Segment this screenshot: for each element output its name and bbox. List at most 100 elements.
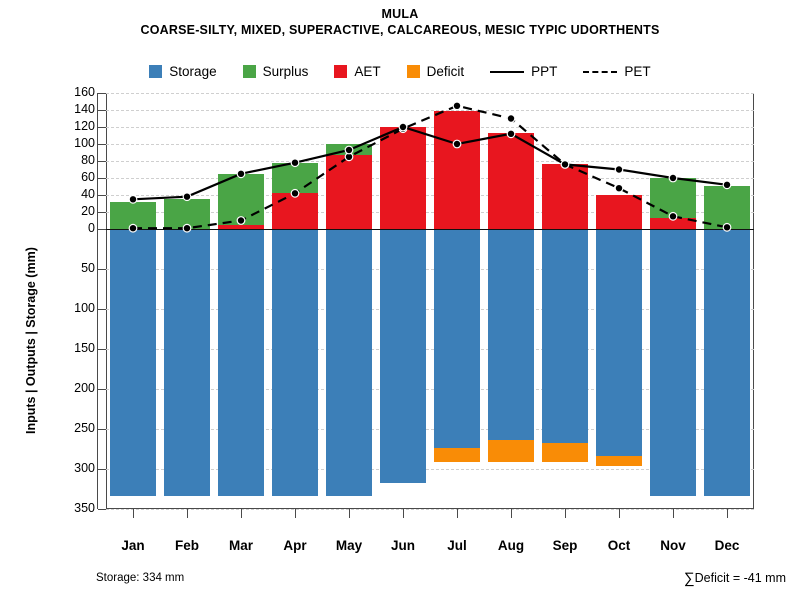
x-tick xyxy=(619,509,620,518)
x-tick-label-may: May xyxy=(335,538,363,553)
bar-upper-may[interactable] xyxy=(325,93,373,229)
x-tick-label-mar: Mar xyxy=(228,538,254,553)
y-tick-label: 20 xyxy=(81,204,95,218)
bar-upper-aug[interactable] xyxy=(487,93,535,229)
y-tick-label: 50 xyxy=(81,261,95,275)
gridline xyxy=(106,429,754,430)
bar-upper-mar[interactable] xyxy=(217,93,265,229)
bar-segment-surplus xyxy=(325,144,373,156)
bar-lower-aug[interactable] xyxy=(487,229,535,509)
y-tick xyxy=(98,178,106,179)
bar-segment-surplus xyxy=(109,201,157,229)
bar-upper-jan[interactable] xyxy=(109,93,157,229)
y-tick xyxy=(98,469,106,470)
x-tick xyxy=(727,509,728,518)
x-tick xyxy=(511,509,512,518)
bar-segment-storage xyxy=(271,229,319,497)
bar-lower-apr[interactable] xyxy=(271,229,319,509)
x-tick-label-sep: Sep xyxy=(552,538,578,553)
legend-item-surplus[interactable]: Surplus xyxy=(242,64,309,79)
bar-upper-apr[interactable] xyxy=(271,93,319,229)
x-tick-label-feb: Feb xyxy=(174,538,200,553)
x-tick-label-jul: Jul xyxy=(447,538,467,553)
bar-lower-oct[interactable] xyxy=(595,229,643,509)
gridline xyxy=(106,509,754,510)
bar-segment-aet xyxy=(541,164,589,229)
bar-segment-aet xyxy=(649,217,697,229)
bar-upper-jun[interactable] xyxy=(379,93,427,229)
y-tick xyxy=(98,349,106,350)
y-tick xyxy=(98,389,106,390)
bar-segment-storage xyxy=(433,229,481,462)
square-swatch-icon xyxy=(406,65,420,78)
y-tick-label: 150 xyxy=(74,341,95,355)
y-tick xyxy=(98,212,106,213)
deficit-note-text: Deficit = -41 mm xyxy=(694,571,786,585)
bar-lower-nov[interactable] xyxy=(649,229,697,509)
bar-segment-storage xyxy=(163,229,211,497)
bar-segment-storage xyxy=(325,229,373,497)
legend-item-ppt[interactable]: PPT xyxy=(490,64,557,79)
y-tick xyxy=(98,429,106,430)
bar-upper-jul[interactable] xyxy=(433,93,481,229)
legend-label: PPT xyxy=(531,64,558,79)
bar-lower-jul[interactable] xyxy=(433,229,481,509)
legend-label: Surplus xyxy=(262,64,309,79)
bar-segment-deficit xyxy=(433,448,481,462)
y-tick xyxy=(98,309,106,310)
bar-segment-deficit xyxy=(487,440,535,462)
y-tick-label: 300 xyxy=(74,461,95,475)
y-tick xyxy=(98,195,106,196)
gridline xyxy=(106,93,754,94)
plot-area xyxy=(106,93,754,510)
bar-upper-dec[interactable] xyxy=(703,93,751,229)
y-tick xyxy=(98,269,106,270)
bar-segment-deficit xyxy=(541,443,589,462)
bar-upper-sep[interactable] xyxy=(541,93,589,229)
bar-segment-aet xyxy=(325,155,373,229)
x-tick xyxy=(349,509,350,518)
y-tick-label: 0 xyxy=(88,221,95,235)
bar-segment-deficit xyxy=(595,456,643,466)
bar-segment-storage xyxy=(595,229,643,466)
bar-lower-feb[interactable] xyxy=(163,229,211,509)
y-tick xyxy=(98,509,106,510)
bar-lower-mar[interactable] xyxy=(217,229,265,509)
y-axis-line xyxy=(97,93,98,509)
x-tick xyxy=(187,509,188,518)
y-tick-label: 200 xyxy=(74,381,95,395)
storage-note: Storage: 334 mm xyxy=(96,572,185,584)
bar-segment-storage xyxy=(109,229,157,497)
gridline xyxy=(106,309,754,310)
x-tick-label-dec: Dec xyxy=(714,538,740,553)
bar-lower-dec[interactable] xyxy=(703,229,751,509)
chart-title-block: MULA COARSE-SILTY, MIXED, SUPERACTIVE, C… xyxy=(0,6,800,39)
bar-upper-feb[interactable] xyxy=(163,93,211,229)
legend-item-storage[interactable]: Storage xyxy=(149,64,217,79)
y-tick-label: 120 xyxy=(74,119,95,133)
bar-lower-jun[interactable] xyxy=(379,229,427,509)
bar-lower-sep[interactable] xyxy=(541,229,589,509)
bar-segment-surplus xyxy=(271,162,319,194)
y-tick xyxy=(98,161,106,162)
bar-upper-oct[interactable] xyxy=(595,93,643,229)
chart-legend: Storage Surplus AET Deficit PPT PET xyxy=(0,64,800,79)
y-tick xyxy=(98,229,106,230)
bar-upper-nov[interactable] xyxy=(649,93,697,229)
legend-label: Storage xyxy=(169,64,217,79)
y-tick xyxy=(98,127,106,128)
bar-lower-jan[interactable] xyxy=(109,229,157,509)
sigma-icon: ∑ xyxy=(683,570,695,587)
plot-frame xyxy=(106,93,754,509)
legend-item-aet[interactable]: AET xyxy=(334,64,381,79)
x-tick xyxy=(295,509,296,518)
legend-item-deficit[interactable]: Deficit xyxy=(406,64,464,79)
zero-axis-line xyxy=(106,229,754,230)
y-tick xyxy=(98,144,106,145)
bar-lower-may[interactable] xyxy=(325,229,373,509)
legend-item-pet[interactable]: PET xyxy=(583,64,651,79)
square-swatch-icon xyxy=(334,65,348,78)
page-title: MULA xyxy=(381,7,419,21)
x-tick-label-aug: Aug xyxy=(497,538,525,553)
x-tick xyxy=(241,509,242,518)
